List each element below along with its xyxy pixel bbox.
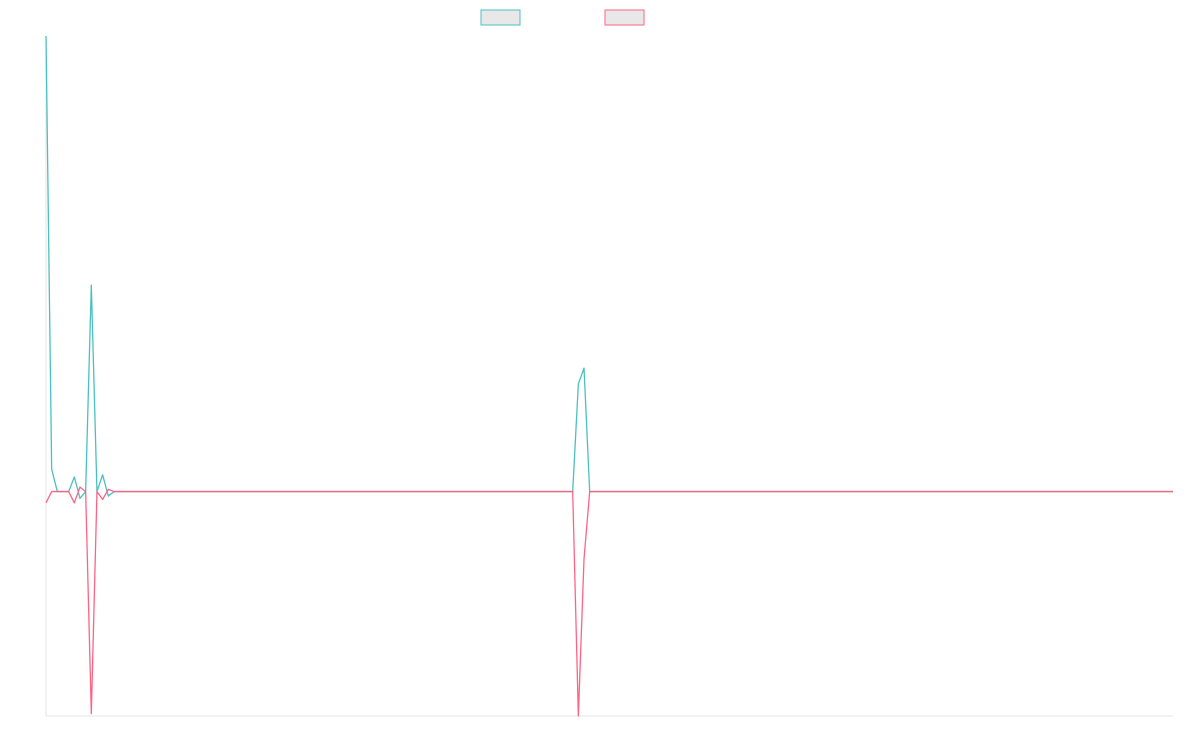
legend — [480, 9, 645, 26]
series-line-2 — [45, 486, 1173, 717]
series-layer — [45, 35, 1173, 717]
series-line-1 — [45, 35, 1173, 499]
legend-swatch-2[interactable] — [604, 9, 645, 26]
legend-swatch-1[interactable] — [480, 9, 521, 26]
